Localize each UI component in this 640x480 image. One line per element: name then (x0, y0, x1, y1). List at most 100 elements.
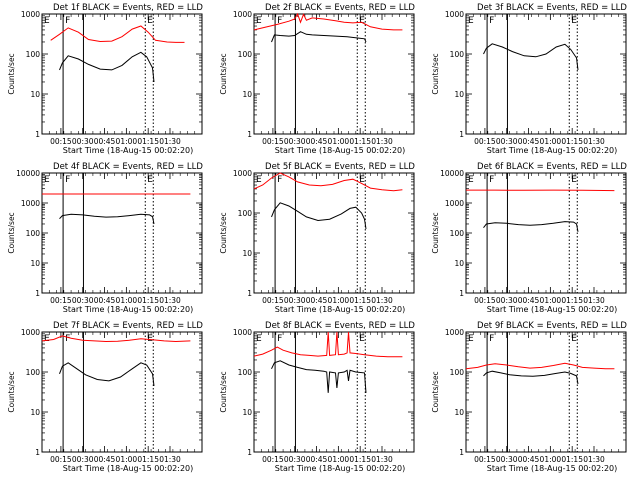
series-line-lld (253, 331, 403, 358)
x-tick-label: 01:15 (137, 137, 159, 146)
marker-label: E (147, 175, 153, 185)
panel-det-1: Det 1f BLACK = Events, RED = LLD 1 10 100 10… (7, 3, 203, 155)
x-tick-label: 00:15 (50, 455, 72, 464)
x-tick-label: 00:30 (284, 137, 306, 146)
y-axis-label: Counts/sec (431, 53, 440, 94)
y-axis-label: Counts/sec (7, 212, 16, 253)
y-axis-label: Counts/sec (431, 371, 440, 412)
x-axis-label: Start Time (18-Aug-15 00:02:20) (487, 146, 618, 155)
x-tick-label: 00:45 (306, 137, 328, 146)
corner-label: E (468, 16, 474, 26)
x-axis-label: Start Time (18-Aug-15 00:02:20) (275, 464, 406, 473)
marker-label: F (489, 334, 494, 344)
y-tick-label: 10 (242, 408, 252, 417)
x-tick-label: 00:45 (94, 296, 116, 305)
y-tick-label: 1 (459, 289, 464, 298)
y-tick-label: 10 (30, 408, 40, 417)
panel-det-6: Det 6f BLACK = Events, RED = LLD 1 10 100 10… (431, 162, 627, 314)
x-tick-label: 01:00 (540, 137, 562, 146)
y-tick-label: 100 (450, 368, 465, 377)
x-tick-label: 00:45 (94, 455, 116, 464)
x-tick-label: 00:30 (284, 296, 306, 305)
x-tick-label: 00:45 (306, 455, 328, 464)
x-tick-label: 01:15 (349, 296, 371, 305)
panel-title: Det 1f BLACK = Events, RED = LLD (53, 3, 203, 13)
series-line-events (59, 51, 155, 83)
x-tick-label: 01:15 (137, 296, 159, 305)
x-tick-label: 01:30 (583, 455, 605, 464)
y-tick-label: 1000 (445, 199, 464, 208)
plot-frame (41, 172, 203, 294)
x-tick-label: 01:00 (116, 137, 138, 146)
y-tick-label: 1000 (233, 328, 252, 337)
y-tick-label: 1000 (21, 10, 40, 19)
x-tick-label: 01:15 (561, 137, 583, 146)
y-tick-label: 100 (26, 229, 41, 238)
y-tick-label: 100 (238, 368, 253, 377)
marker-label: E (571, 334, 577, 344)
x-tick-label: 01:15 (349, 455, 371, 464)
x-tick-label: 01:15 (349, 137, 371, 146)
y-tick-label: 10 (30, 90, 40, 99)
y-axis-label: Counts/sec (7, 53, 16, 94)
x-tick-label: 00:15 (474, 137, 496, 146)
y-tick-label: 1000 (21, 328, 40, 337)
y-tick-label: 1 (247, 130, 252, 139)
series-line-lld (253, 172, 403, 192)
y-tick-label: 100 (450, 50, 465, 59)
x-tick-label: 01:30 (371, 455, 393, 464)
x-tick-label: 00:30 (284, 455, 306, 464)
y-tick-label: 1 (35, 130, 40, 139)
corner-label: E (44, 16, 50, 26)
y-tick-label: 1000 (233, 10, 252, 19)
series-line-events (271, 360, 367, 393)
x-tick-label: 01:00 (328, 296, 350, 305)
y-tick-label: 100 (26, 368, 41, 377)
series-line-lld (253, 12, 403, 31)
plot-frame (465, 172, 627, 294)
panel-title: Det 4f BLACK = Events, RED = LLD (53, 162, 203, 172)
panel-det-3: Det 3f BLACK = Events, RED = LLD 1 10 100 10… (431, 3, 627, 155)
x-tick-label: 00:30 (496, 296, 518, 305)
x-tick-label: 00:45 (306, 296, 328, 305)
x-tick-label: 01:30 (583, 137, 605, 146)
series-line-events (59, 362, 155, 386)
corner-label: E (44, 334, 50, 344)
x-axis-label: Start Time (18-Aug-15 00:02:20) (63, 305, 194, 314)
corner-label: E (256, 334, 262, 344)
y-tick-label: 1 (35, 289, 40, 298)
x-tick-label: 00:15 (474, 455, 496, 464)
series-line-events (59, 213, 155, 225)
marker-label: F (65, 175, 70, 185)
x-tick-label: 00:15 (262, 137, 284, 146)
series-line-lld (465, 362, 615, 370)
marker-label: F (277, 16, 282, 26)
marker-label: E (147, 334, 153, 344)
plot-frame (465, 13, 627, 135)
x-tick-label: 01:30 (371, 296, 393, 305)
y-tick-label: 100 (238, 50, 253, 59)
y-axis-label: Counts/sec (219, 53, 228, 94)
y-axis-label: Counts/sec (7, 371, 16, 412)
x-tick-label: 01:00 (328, 455, 350, 464)
x-tick-label: 01:00 (328, 137, 350, 146)
x-tick-label: 00:45 (518, 137, 540, 146)
y-tick-label: 1000 (445, 328, 464, 337)
series-line-lld (41, 335, 191, 343)
y-tick-label: 10000 (16, 169, 40, 178)
x-tick-label: 01:30 (159, 455, 181, 464)
x-tick-label: 01:15 (137, 455, 159, 464)
x-axis-label: Start Time (18-Aug-15 00:02:20) (487, 305, 618, 314)
panel-title: Det 8f BLACK = Events, RED = LLD (265, 321, 415, 331)
y-tick-label: 10 (30, 259, 40, 268)
series-line-events (483, 370, 579, 385)
y-tick-label: 1 (35, 448, 40, 457)
marker-label: F (65, 16, 70, 26)
y-tick-label: 100 (450, 229, 465, 238)
x-tick-label: 00:30 (72, 296, 94, 305)
corner-label: E (256, 175, 262, 185)
corner-label: E (256, 16, 262, 26)
x-tick-label: 01:30 (159, 296, 181, 305)
x-tick-label: 00:45 (94, 137, 116, 146)
